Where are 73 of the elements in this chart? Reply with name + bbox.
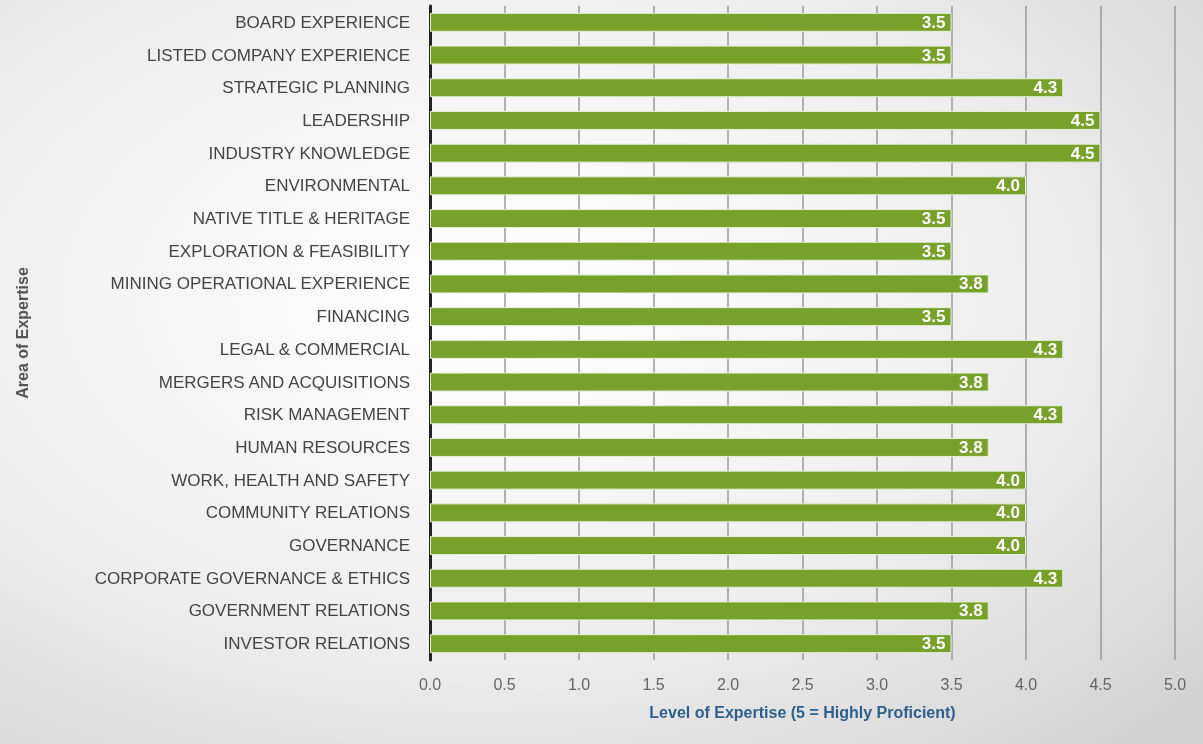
bar	[430, 568, 1064, 588]
bar	[430, 307, 952, 327]
y-tick-label: MERGERS AND ACQUISITIONS	[158, 372, 410, 392]
data-label: 4.3	[1033, 405, 1058, 425]
x-tick-label: 3.0	[865, 675, 889, 693]
bar	[430, 45, 952, 65]
x-tick-label: 0.5	[493, 675, 516, 693]
bar	[430, 536, 1026, 556]
y-tick-label: COMMUNITY RELATIONS	[205, 503, 410, 523]
y-tick-label: LISTED COMPANY EXPERIENCE	[147, 45, 410, 65]
y-tick-label: FINANCING	[316, 307, 410, 327]
y-tick-label: MINING OPERATIONAL EXPERIENCE	[110, 274, 410, 294]
x-tick-label: 2.5	[791, 675, 814, 693]
data-label: 4.3	[1033, 568, 1058, 588]
bar	[430, 78, 1064, 98]
data-label: 3.5	[921, 209, 946, 229]
y-tick-label: LEGAL & COMMERCIAL	[219, 339, 410, 359]
bar	[430, 470, 1026, 490]
y-tick-label: STRATEGIC PLANNING	[222, 78, 410, 98]
x-tick-label: 3.5	[940, 675, 963, 693]
bar	[430, 405, 1064, 425]
data-label: 3.5	[921, 634, 946, 654]
x-tick-label: 1.5	[642, 675, 665, 693]
data-label: 4.0	[996, 503, 1020, 523]
data-label: 3.8	[959, 274, 983, 294]
y-tick-label: HUMAN RESOURCES	[235, 437, 410, 457]
data-label: 3.5	[921, 45, 946, 65]
y-tick-label: LEADERSHIP	[302, 110, 410, 130]
data-label: 4.0	[996, 470, 1020, 490]
bar	[430, 634, 952, 654]
data-label: 4.0	[996, 176, 1020, 196]
y-tick-label: GOVERNANCE	[289, 536, 410, 556]
data-label: 3.8	[959, 601, 983, 621]
y-tick-label: RISK MANAGEMENT	[243, 405, 410, 425]
x-axis-title: Level of Expertise (5 = Highly Proficient)	[649, 703, 956, 721]
bar	[430, 241, 952, 261]
x-tick-label: 4.0	[1014, 675, 1038, 693]
y-tick-label: ENVIRONMENTAL	[264, 176, 410, 196]
data-label: 4.0	[996, 536, 1020, 556]
bar	[430, 274, 989, 294]
x-tick-label: 2.0	[716, 675, 740, 693]
data-label: 4.5	[1070, 143, 1095, 163]
y-tick-label: NATIVE TITLE & HERITAGE	[192, 209, 410, 229]
y-tick-label: CORPORATE GOVERNANCE & ETHICS	[94, 568, 410, 588]
bar	[430, 209, 952, 229]
y-tick-label: EXPLORATION & FEASIBILITY	[168, 241, 410, 261]
x-tick-label: 4.5	[1089, 675, 1112, 693]
data-label: 3.8	[959, 437, 983, 457]
data-label: 3.5	[921, 307, 946, 327]
y-tick-label: INVESTOR RELATIONS	[223, 634, 410, 654]
data-label: 3.5	[921, 241, 946, 261]
bar	[430, 503, 1026, 523]
y-axis-title: Area of Expertise	[13, 267, 31, 399]
data-label: 4.3	[1033, 339, 1058, 359]
y-tick-label: WORK, HEALTH AND SAFETY	[171, 470, 410, 490]
x-tick-label: 1.0	[567, 675, 591, 693]
y-tick-label: INDUSTRY KNOWLEDGE	[208, 143, 410, 163]
bar	[430, 143, 1101, 163]
bar	[430, 339, 1064, 359]
bar	[430, 176, 1026, 196]
y-tick-label: GOVERNMENT RELATIONS	[188, 601, 410, 621]
x-tick-label: 0.0	[418, 675, 442, 693]
bar	[430, 12, 952, 32]
bar	[430, 601, 989, 621]
x-tick-label: 5.0	[1163, 675, 1187, 693]
data-label: 4.5	[1070, 110, 1095, 130]
data-label: 4.3	[1033, 78, 1058, 98]
y-tick-label: BOARD EXPERIENCE	[235, 12, 410, 32]
bar	[430, 110, 1101, 130]
bar	[430, 437, 989, 457]
data-label: 3.8	[959, 372, 983, 392]
data-label: 3.5	[921, 12, 946, 32]
bar	[430, 372, 989, 392]
